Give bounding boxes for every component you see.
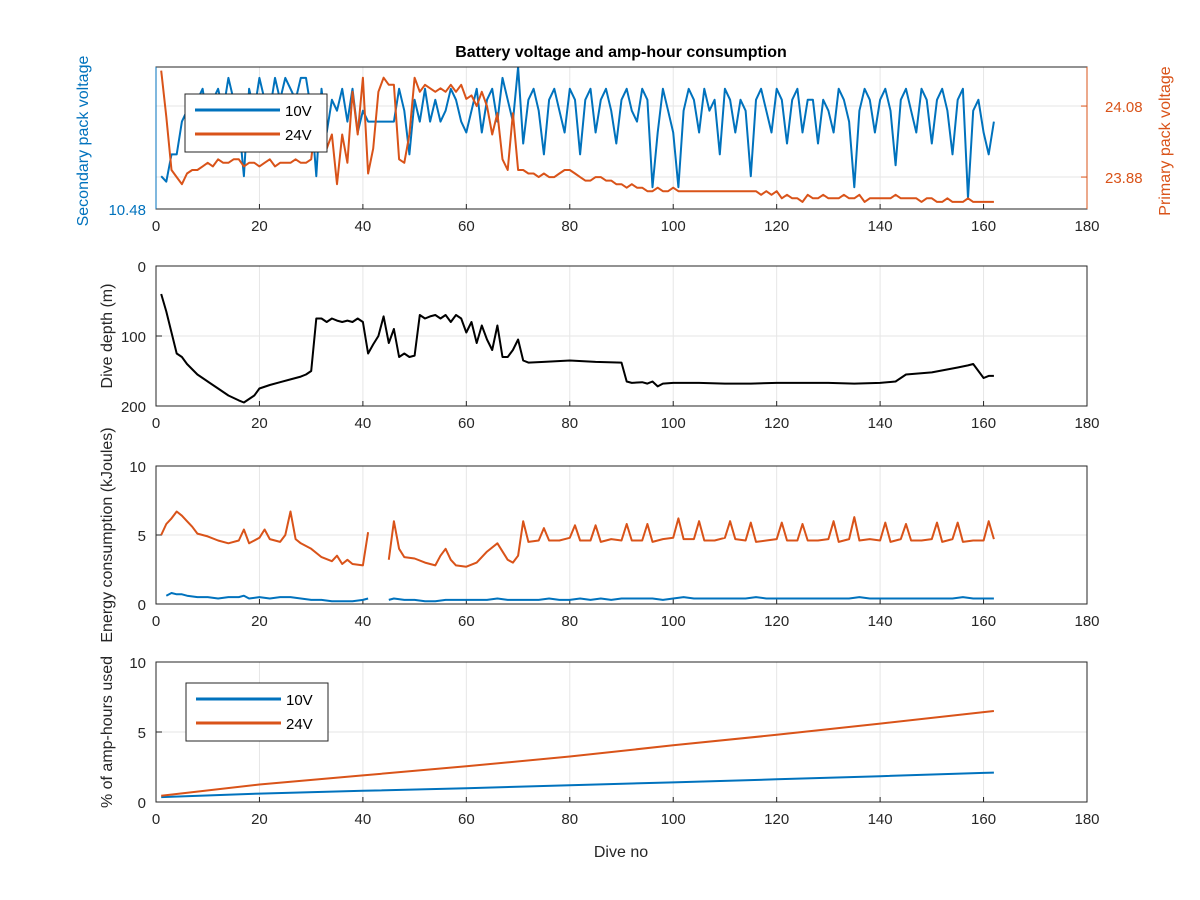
axes-box [155, 465, 1088, 605]
x-tick-label: 60 [458, 415, 475, 432]
series-line-10v [161, 771, 994, 799]
series-line-1 [160, 293, 994, 404]
panel-3: 0 20 40 60 80 100 120 140 160 180 0 5 10 Energy consu… [99, 427, 1100, 642]
y-tick-label: 200 [121, 399, 146, 416]
y-right-tick-label: 23.88 [1105, 170, 1143, 187]
series-line-1 [160, 510, 995, 568]
x-tick-label: 100 [661, 613, 686, 630]
x-tick-label: 120 [764, 415, 789, 432]
x-tick-label: 160 [971, 218, 996, 235]
x-tick-label: 80 [561, 415, 578, 432]
x-tick-label: 20 [251, 415, 268, 432]
y-tick-label: 100 [121, 329, 146, 346]
y-tick-label: 0 [138, 597, 146, 614]
x-tick-label: 0 [152, 218, 160, 235]
x-tick-label: 180 [1074, 811, 1099, 828]
series-line-24v [161, 710, 995, 797]
x-tick-label: 140 [868, 811, 893, 828]
x-tick-label: 160 [971, 811, 996, 828]
legend-label: 10V [285, 103, 312, 120]
legend-label: 24V [286, 716, 313, 733]
y-left-axis-label: Secondary pack voltage [75, 56, 92, 227]
figure-title: Battery voltage and amp-hour consumption [455, 44, 787, 61]
x-tick-label: 160 [971, 613, 996, 630]
y-axis-label: % of amp-hours used [99, 656, 116, 808]
x-tick-label: 20 [251, 218, 268, 235]
series-line-24v [160, 70, 994, 203]
y-tick-label: 0 [138, 259, 146, 276]
series-group [160, 510, 995, 603]
x-axis-label: Dive no [594, 844, 648, 861]
y-right-tick-label: 24.08 [1105, 99, 1143, 116]
x-tick-label: 120 [764, 811, 789, 828]
series-line-2 [165, 592, 994, 603]
x-tick-label: 100 [661, 811, 686, 828]
legend-box [184, 93, 328, 153]
series-group [161, 710, 995, 799]
x-tick-label: 60 [458, 613, 475, 630]
x-tick-label: 20 [251, 811, 268, 828]
y-tick-label: 0 [138, 795, 146, 812]
x-tick-label: 140 [868, 613, 893, 630]
panel-2: 0 20 40 60 80 100 120 140 160 180 0 100 200 Dive dept… [99, 259, 1100, 432]
x-tick-label: 40 [355, 218, 372, 235]
y-tick-label: 5 [138, 725, 146, 742]
x-tick-label: 60 [458, 811, 475, 828]
x-tick-label: 40 [355, 415, 372, 432]
x-tick-label: 180 [1074, 415, 1099, 432]
panel-4: 0 20 40 60 80 100 120 140 160 180 0 5 10 % of amp-hou… [99, 655, 1100, 828]
x-tick-label: 0 [152, 613, 160, 630]
x-tick-label: 0 [152, 415, 160, 432]
x-tick-label: 80 [561, 613, 578, 630]
series-line-10v [160, 67, 995, 200]
series-group [160, 293, 994, 404]
x-tick-label: 140 [868, 218, 893, 235]
x-tick-label: 0 [152, 811, 160, 828]
y-right-axis-label: Primary pack voltage [1157, 66, 1174, 215]
x-tick-label: 40 [355, 613, 372, 630]
y-axis-label: Dive depth (m) [99, 284, 116, 389]
x-tick-label: 100 [661, 218, 686, 235]
x-tick-label: 20 [251, 613, 268, 630]
x-tick-label: 140 [868, 415, 893, 432]
x-tick-label: 80 [561, 811, 578, 828]
x-tick-label: 120 [764, 218, 789, 235]
y-tick-label: 5 [138, 528, 146, 545]
x-tick-label: 80 [561, 218, 578, 235]
x-tick-label: 180 [1074, 613, 1099, 630]
legend-label: 24V [285, 127, 312, 144]
x-tick-label: 120 [764, 613, 789, 630]
legend-box [185, 682, 329, 742]
axes-box [155, 661, 1088, 803]
legend-label: 10V [286, 692, 313, 709]
series-group [160, 67, 995, 203]
y-axis-label: Energy consumption (kJoules) [99, 427, 116, 642]
panel-1: 0 20 40 60 80 100 120 140 160 180 10.48 23.88 24.08 S… [75, 56, 1174, 235]
y-tick-label: 10 [129, 655, 146, 672]
axes-box [155, 265, 1088, 407]
x-tick-label: 180 [1074, 218, 1099, 235]
x-tick-label: 160 [971, 415, 996, 432]
x-tick-label: 60 [458, 218, 475, 235]
x-tick-label: 40 [355, 811, 372, 828]
y-left-tick-label: 10.48 [108, 202, 146, 219]
x-tick-label: 100 [661, 415, 686, 432]
y-tick-label: 10 [129, 459, 146, 476]
